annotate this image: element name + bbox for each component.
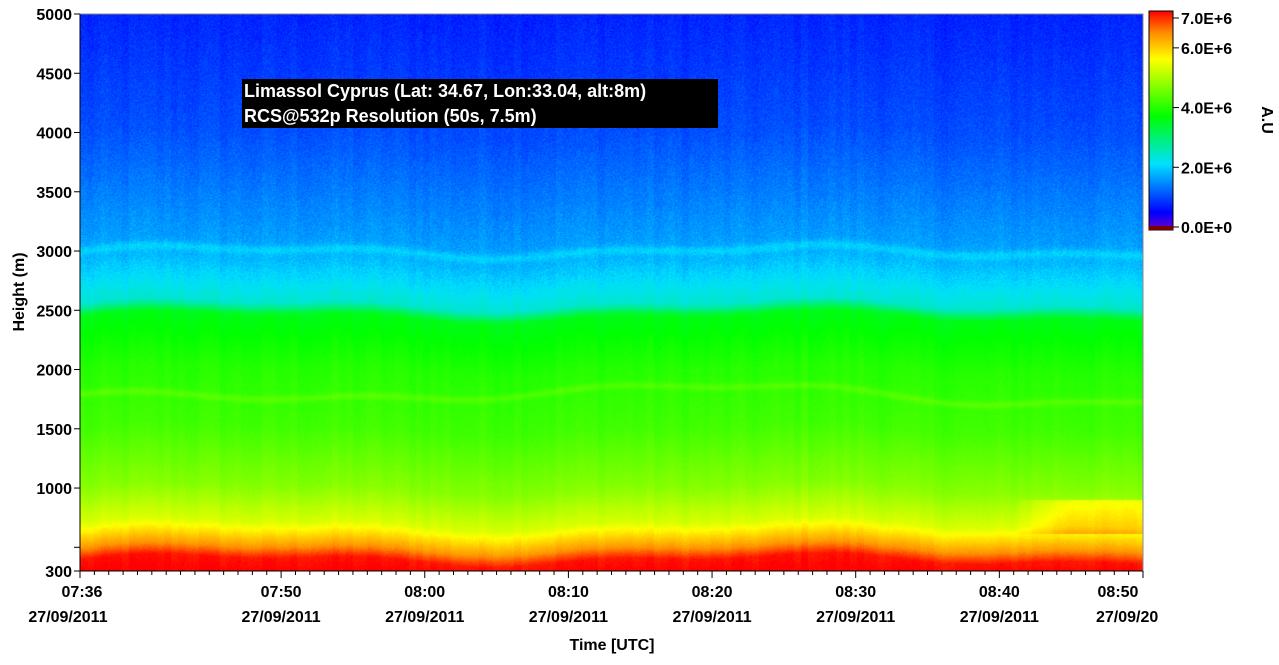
colorbar-gradient: [1148, 10, 1174, 231]
y-tick-label: 1000: [36, 481, 72, 498]
y-tick-label: 2000: [36, 363, 72, 380]
x-tick-date: 27/09/2011: [28, 609, 107, 626]
x-tick-time: 08:40: [979, 584, 1020, 601]
annotation-line-2: RCS@532p Resolution (50s, 7.5m): [244, 106, 537, 126]
annotation-box: Limassol Cyprus (Lat: 34.67, Lon:33.04, …: [242, 79, 718, 128]
y-tick-label: 5000: [36, 7, 72, 24]
y-tick-label: 2500: [36, 303, 72, 320]
colorbar-tick-label: 7.0E+6: [1181, 11, 1232, 28]
x-tick-time: 08:20: [692, 584, 733, 601]
y-tick-label: 4500: [36, 66, 72, 83]
colorbar-underflow: [1149, 226, 1173, 230]
y-tick-label: 300: [45, 564, 72, 581]
x-tick-date: 27/09/2011: [529, 609, 608, 626]
x-tick-time: 07:36: [62, 584, 103, 601]
y-axis: 300 1000 1500 2000 2500 3000 3500 4000 4500 5000: [36, 7, 81, 581]
x-tick-date: 27/09/2011: [672, 609, 751, 626]
x-tick-date: 27/09/2011: [385, 609, 464, 626]
y-axis-label: Height (m): [11, 252, 28, 331]
colorbar-label: A.U: [1258, 106, 1275, 134]
colorbar-tick-label: 4.0E+6: [1181, 101, 1232, 118]
x-tick-time: 08:30: [835, 584, 876, 601]
y-tick-label: 1500: [36, 422, 72, 439]
x-tick-date: 27/09/2011: [816, 609, 895, 626]
x-tick-date: 27/09/2011: [242, 609, 321, 626]
x-tick-time: 08:00: [404, 584, 445, 601]
x-axis-label: Time [UTC]: [569, 637, 654, 654]
x-tick-time: 08:50: [1098, 584, 1139, 601]
y-tick-label: 3500: [36, 185, 72, 202]
colorbar-tick-label: 6.0E+6: [1181, 41, 1232, 58]
colorbar: 0.0E+0 2.0E+6 4.0E+6 6.0E+6 7.0E+6: [1148, 10, 1232, 237]
y-tick-label: 4000: [36, 126, 72, 143]
x-axis: 07:36 27/09/2011 07:50 27/09/2011 08:00 27/09…: [28, 570, 1158, 626]
x-tick-time: 08:10: [548, 584, 589, 601]
y-tick-label: 3000: [36, 244, 72, 261]
colorbar-tick-label: 0.0E+0: [1181, 220, 1232, 237]
x-tick-time: 07:50: [261, 584, 302, 601]
annotation-background: [242, 79, 718, 128]
colorbar-tick-label: 2.0E+6: [1181, 160, 1232, 177]
x-tick-date: 27/09/2011: [960, 609, 1039, 626]
annotation-line-1: Limassol Cyprus (Lat: 34.67, Lon:33.04, …: [244, 81, 646, 101]
x-tick-date: 27/09/20: [1096, 609, 1158, 626]
